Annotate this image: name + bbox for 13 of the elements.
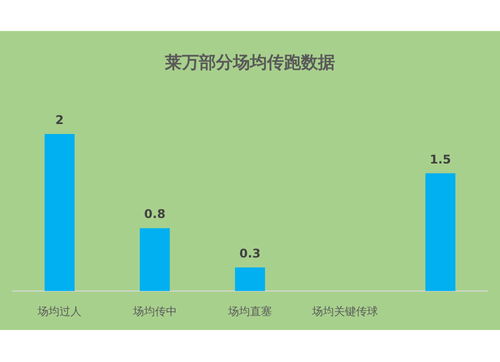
x-tick-label: 场均直塞 — [227, 305, 272, 318]
bar — [140, 228, 170, 291]
data-label: 2 — [55, 113, 64, 127]
bar — [235, 267, 265, 291]
data-label: 0.3 — [239, 246, 261, 260]
data-label: 0.8 — [144, 207, 166, 222]
chart-title: 莱万部分场均传跑数据 — [164, 53, 335, 73]
data-label: 1.5 — [430, 152, 452, 166]
bar — [425, 173, 456, 291]
x-tick-label: 场均传中 — [132, 305, 177, 318]
bar — [44, 134, 75, 291]
x-tick-label: 场均过人 — [36, 305, 82, 318]
x-tick-label: 场均关键传球 — [311, 305, 378, 318]
